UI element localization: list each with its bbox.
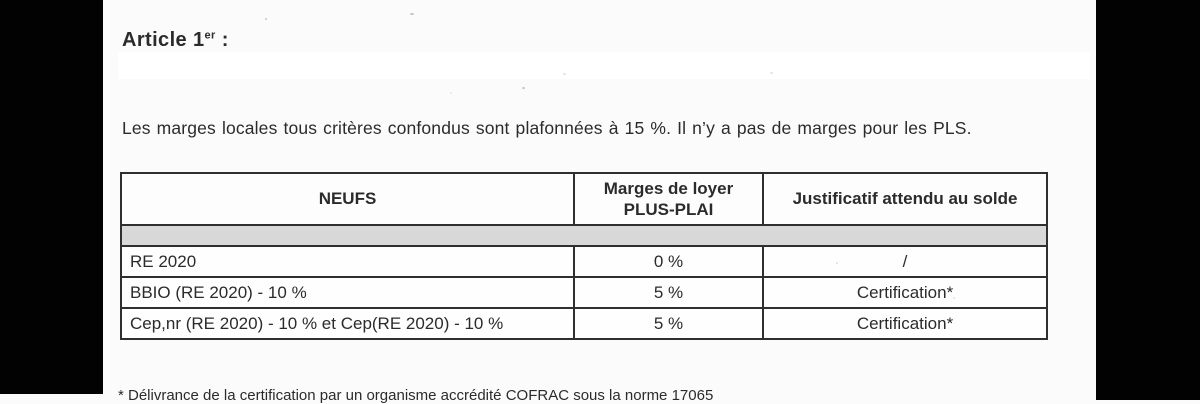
scan-speck [770,72,773,74]
redacted-line [118,52,1090,79]
table-header-row: NEUFS Marges de loyer PLUS-PLAI Justifica… [120,172,1048,226]
scan-speck [522,87,525,89]
separator-cell [120,224,1048,247]
article-title-text: Article 1 [122,29,205,52]
scan-border-left [0,0,103,394]
scan-speck [410,13,414,15]
intro-paragraph: Les marges locales tous critères confond… [122,117,972,138]
cell-label: BBIO (RE 2020) - 10 % [120,276,575,309]
scan-speck [836,262,838,264]
article-title-superscript: er [204,29,216,42]
article-title-colon: : [215,29,229,52]
scan-border-right [1096,0,1200,400]
scan-speck [265,18,267,20]
table-row: Cep,nr (RE 2020) - 10 % et Cep(RE 2020) … [120,307,1048,340]
column-header-justificatif: Justificatif attendu au solde [762,172,1048,226]
cell-marge: 5 % [573,307,764,340]
cell-justificatif: Certification* [762,307,1048,340]
table-row: RE 2020 0 % / [120,245,1048,278]
scan-speck [563,73,566,75]
marges-loyer-table: NEUFS Marges de loyer PLUS-PLAI Justifica… [120,172,1048,340]
table-row: BBIO (RE 2020) - 10 % 5 % Certification* [120,276,1048,309]
cell-marge: 0 % [573,245,764,278]
footnote: * Délivrance de la certification par un … [118,387,714,404]
cell-justificatif: Certification* [762,276,1048,309]
scan-speck [450,92,452,94]
cell-marge: 5 % [573,276,764,309]
cell-justificatif: / [762,245,1048,278]
column-header-marges: Marges de loyer PLUS-PLAI [573,172,764,226]
cell-label: RE 2020 [120,245,575,278]
column-header-marges-line2: PLUS-PLAI [623,200,714,219]
column-header-marges-line1: Marges de loyer [603,178,734,198]
column-header-neufs: NEUFS [120,172,575,226]
cell-label: Cep,nr (RE 2020) - 10 % et Cep(RE 2020) … [120,307,575,340]
table-separator-row [120,224,1048,247]
scan-speck [953,297,955,299]
